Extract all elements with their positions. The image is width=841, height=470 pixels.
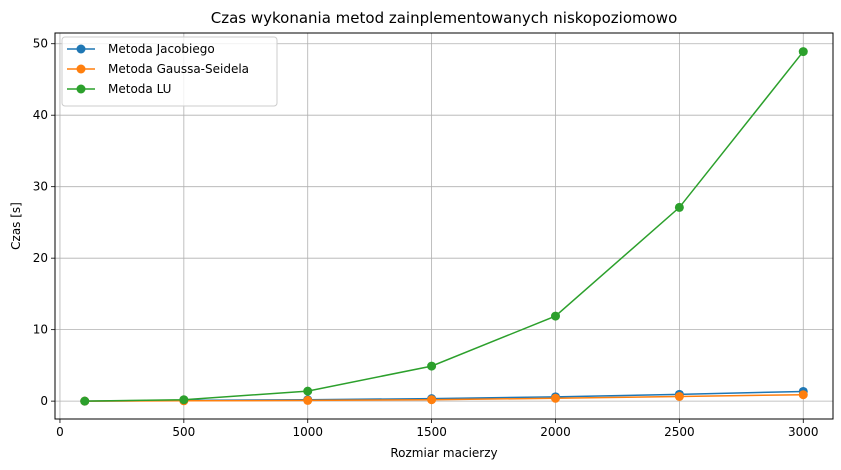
series-group bbox=[80, 47, 808, 406]
data-point bbox=[550, 393, 560, 403]
plot-area-frame bbox=[54, 32, 834, 420]
y-tick-label: 50 bbox=[33, 37, 48, 51]
legend-label: Metoda Jacobiego bbox=[108, 42, 215, 56]
series-3 bbox=[80, 47, 808, 406]
x-tick-label: 1000 bbox=[292, 425, 323, 439]
data-point bbox=[427, 361, 437, 371]
x-tick-label: 2000 bbox=[540, 425, 571, 439]
x-tick-label: 0 bbox=[56, 425, 64, 439]
data-point bbox=[674, 391, 684, 401]
x-tick-label: 1500 bbox=[416, 425, 447, 439]
data-point bbox=[303, 395, 313, 405]
data-point bbox=[798, 47, 808, 57]
data-point bbox=[798, 390, 808, 400]
x-axis-ticks: 0 500 1000 1500 2000 2500 3000 bbox=[56, 419, 819, 439]
x-tick-label: 2500 bbox=[664, 425, 695, 439]
legend-item: Metoda LU bbox=[67, 82, 171, 96]
y-axis-label: Czas [s] bbox=[9, 202, 23, 250]
legend-marker bbox=[76, 84, 86, 94]
legend-item: Metoda Jacobiego bbox=[67, 42, 215, 56]
data-point bbox=[80, 396, 90, 406]
legend-label: Metoda LU bbox=[108, 82, 171, 96]
legend-box bbox=[61, 36, 278, 107]
data-point bbox=[303, 386, 313, 396]
y-tick-label: 20 bbox=[33, 251, 48, 265]
y-tick-label: 30 bbox=[33, 180, 48, 194]
legend-marker bbox=[76, 44, 86, 54]
x-axis-label: Rozmiar macierzy bbox=[390, 446, 497, 460]
chart-title: Czas wykonania metod zainplementowanych … bbox=[211, 9, 678, 27]
x-tick-label: 500 bbox=[172, 425, 195, 439]
data-point bbox=[674, 202, 684, 212]
legend-item: Metoda Gaussa-Seidela bbox=[67, 62, 249, 76]
y-tick-label: 0 bbox=[40, 394, 48, 408]
legend: Metoda Jacobiego Metoda Gaussa-Seidela Met… bbox=[61, 36, 278, 107]
data-point bbox=[427, 395, 437, 405]
y-tick-label: 40 bbox=[33, 108, 48, 122]
x-tick-label: 3000 bbox=[788, 425, 819, 439]
data-point bbox=[550, 311, 560, 321]
y-tick-label: 10 bbox=[33, 323, 48, 337]
y-axis-ticks: 0 10 20 30 40 50 bbox=[33, 37, 55, 408]
legend-label: Metoda Gaussa-Seidela bbox=[108, 62, 249, 76]
legend-marker bbox=[76, 64, 86, 74]
data-point bbox=[179, 395, 189, 405]
